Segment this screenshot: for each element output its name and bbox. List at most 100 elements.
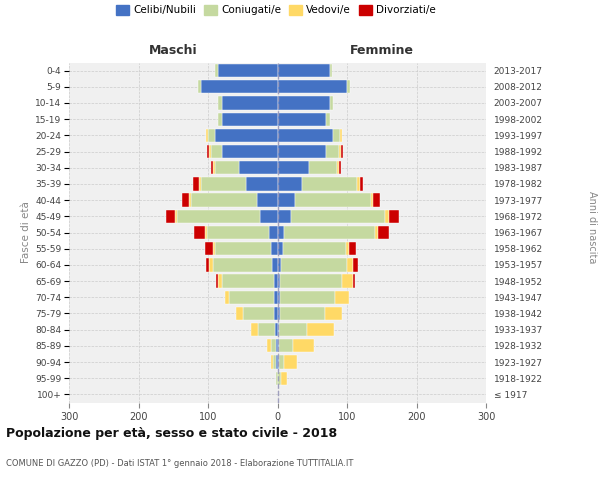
Bar [295, 194, 371, 207]
Bar [277, 112, 326, 126]
Bar [276, 339, 277, 352]
Bar [277, 194, 295, 207]
Bar [279, 339, 293, 352]
Bar [272, 258, 277, 272]
Bar [251, 323, 258, 336]
Bar [309, 161, 337, 174]
Bar [269, 226, 277, 239]
Bar [329, 64, 332, 77]
Bar [276, 356, 277, 368]
Bar [307, 323, 334, 336]
Bar [375, 226, 378, 239]
Bar [342, 274, 353, 287]
Bar [277, 372, 281, 385]
Bar [277, 323, 279, 336]
Bar [218, 112, 222, 126]
Bar [389, 210, 399, 223]
Bar [272, 356, 276, 368]
Bar [205, 242, 213, 256]
Bar [277, 96, 329, 110]
Bar [275, 323, 277, 336]
Bar [211, 145, 222, 158]
Bar [274, 274, 277, 287]
Bar [284, 226, 375, 239]
Bar [222, 145, 277, 158]
Bar [281, 372, 287, 385]
Bar [274, 307, 277, 320]
Bar [277, 356, 279, 368]
Bar [218, 274, 222, 287]
Bar [258, 323, 275, 336]
Bar [338, 145, 341, 158]
Bar [293, 339, 314, 352]
Bar [201, 178, 246, 190]
Bar [205, 226, 206, 239]
Bar [222, 274, 274, 287]
Bar [206, 226, 269, 239]
Bar [277, 64, 329, 77]
Bar [283, 242, 346, 256]
Bar [329, 96, 333, 110]
Bar [215, 242, 271, 256]
Bar [209, 145, 211, 158]
Bar [199, 178, 201, 190]
Bar [191, 194, 257, 207]
Bar [271, 339, 276, 352]
Bar [349, 242, 356, 256]
Bar [326, 145, 338, 158]
Bar [281, 258, 347, 272]
Bar [215, 64, 218, 77]
Bar [188, 194, 191, 207]
Bar [277, 274, 280, 287]
Bar [239, 161, 277, 174]
Bar [347, 80, 350, 94]
Bar [279, 356, 284, 368]
Bar [166, 210, 175, 223]
Bar [277, 80, 347, 94]
Bar [277, 258, 281, 272]
Bar [218, 64, 277, 77]
Bar [385, 210, 389, 223]
Bar [353, 274, 355, 287]
Bar [373, 194, 380, 207]
Text: Anni di nascita: Anni di nascita [587, 192, 597, 264]
Bar [347, 258, 353, 272]
Bar [277, 242, 283, 256]
Y-axis label: Fasce di età: Fasce di età [21, 202, 31, 264]
Bar [257, 194, 277, 207]
Bar [218, 96, 222, 110]
Bar [280, 290, 335, 304]
Bar [359, 178, 363, 190]
Bar [271, 242, 277, 256]
Text: Popolazione per età, sesso e stato civile - 2018: Popolazione per età, sesso e stato civil… [6, 428, 337, 440]
Bar [340, 128, 342, 142]
Bar [325, 307, 342, 320]
Bar [277, 339, 279, 352]
Bar [279, 323, 307, 336]
Bar [335, 290, 349, 304]
Bar [277, 145, 326, 158]
Bar [277, 161, 309, 174]
Bar [277, 307, 280, 320]
Bar [260, 210, 277, 223]
Bar [208, 128, 215, 142]
Bar [222, 96, 277, 110]
Bar [226, 290, 229, 304]
Bar [215, 161, 239, 174]
Bar [246, 178, 277, 190]
Bar [358, 178, 359, 190]
Bar [193, 178, 199, 190]
Bar [209, 258, 213, 272]
Bar [217, 274, 218, 287]
Bar [201, 80, 277, 94]
Bar [213, 242, 215, 256]
Bar [280, 307, 325, 320]
Text: Femmine: Femmine [350, 44, 414, 58]
Bar [222, 112, 277, 126]
Bar [213, 258, 272, 272]
Bar [243, 307, 274, 320]
Bar [284, 356, 297, 368]
Bar [346, 242, 349, 256]
Bar [215, 128, 277, 142]
Bar [277, 290, 280, 304]
